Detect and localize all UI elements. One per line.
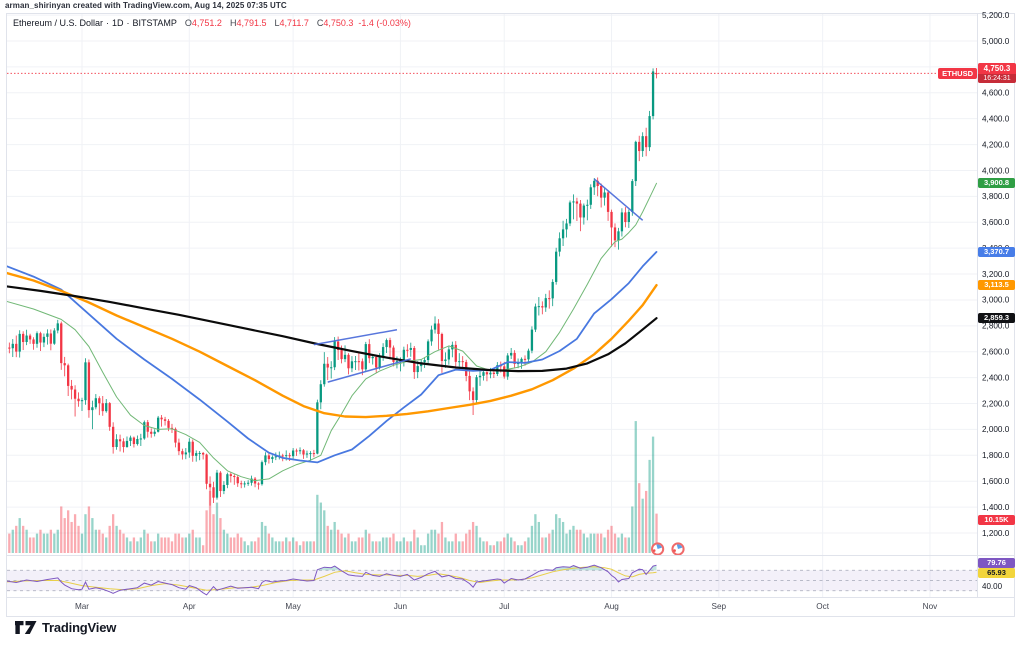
open-value: 4,751.2 bbox=[191, 18, 222, 28]
sticker-icon[interactable] bbox=[650, 542, 665, 556]
tradingview-logo[interactable]: TradingView bbox=[15, 620, 116, 635]
legend-separator: · bbox=[126, 18, 130, 28]
price-tick-label: 2,600.0 bbox=[982, 348, 1010, 357]
ma20-price-tag: 3,900.8 bbox=[978, 178, 1015, 189]
bar-countdown: 16:24:31 bbox=[978, 74, 1016, 84]
rsi-signal-tag: 65.93 bbox=[978, 568, 1015, 579]
timeframe-label: 1D bbox=[112, 18, 124, 28]
ma200-price-tag: 2,859.3 bbox=[978, 313, 1015, 324]
time-axis[interactable]: Mar Apr May Jun Jul Aug Sep Oct Nov bbox=[75, 602, 938, 611]
price-tick-label: 1,200.0 bbox=[982, 529, 1010, 538]
symbol-title: Ethereum / U.S. Dollar bbox=[13, 18, 104, 28]
high-label: H bbox=[229, 18, 237, 28]
last-price-value: 4,750.3 bbox=[983, 64, 1011, 74]
price-tick-label: 2,800.0 bbox=[982, 322, 1010, 331]
rsi-axis-tick: 40.00 bbox=[982, 581, 1003, 591]
price-tick-label: 5,200.0 bbox=[982, 11, 1010, 20]
candles-layer[interactable] bbox=[5, 67, 658, 506]
legend-separator: · bbox=[106, 18, 110, 28]
trendline-drawing[interactable] bbox=[313, 328, 398, 346]
rsi-value-tag: 79.76 bbox=[978, 558, 1015, 569]
price-tick-label: 2,400.0 bbox=[982, 373, 1010, 382]
price-tick-label: 1,800.0 bbox=[982, 451, 1010, 460]
sticker-icon[interactable] bbox=[671, 542, 685, 556]
price-tick-label: 4,200.0 bbox=[982, 140, 1010, 149]
month-label: Jul bbox=[499, 602, 510, 611]
rsi-pane[interactable] bbox=[6, 564, 977, 596]
rsi-line bbox=[7, 564, 657, 596]
tradingview-logo-icon bbox=[15, 620, 37, 634]
tradingview-logo-text: TradingView bbox=[42, 620, 117, 635]
price-tick-label: 3,800.0 bbox=[982, 192, 1010, 201]
ma100-line bbox=[7, 271, 658, 419]
price-tick-label: 4,600.0 bbox=[982, 89, 1010, 98]
last-price-tag: 4,750.3 16:24:31 bbox=[978, 63, 1016, 84]
trendline-drawing[interactable] bbox=[327, 358, 411, 383]
exchange-label: BITSTAMP bbox=[132, 18, 177, 28]
grid-layer bbox=[7, 14, 977, 597]
change-value: -1.4 (-0.03%) bbox=[358, 18, 411, 28]
chart-legend[interactable]: Ethereum / U.S. Dollar · 1D · BITSTAMP O4,751… bbox=[13, 18, 411, 28]
price-tick-label: 2,200.0 bbox=[982, 399, 1010, 408]
attribution-text: arman_shirinyan created with TradingView… bbox=[5, 1, 287, 10]
month-label: Oct bbox=[816, 602, 829, 611]
ma100-price-tag: 3,113.5 bbox=[978, 280, 1015, 291]
volume-tag: 10.15K bbox=[978, 514, 1015, 525]
ma20-line bbox=[7, 182, 657, 482]
price-tick-label: 3,200.0 bbox=[982, 270, 1010, 279]
price-tick-label: 4,400.0 bbox=[982, 114, 1010, 123]
close-value: 4,750.3 bbox=[323, 18, 354, 28]
month-label: Jun bbox=[394, 602, 408, 611]
month-label: Apr bbox=[183, 602, 196, 611]
price-tick-label: 3,000.0 bbox=[982, 296, 1010, 305]
low-label: L bbox=[274, 18, 280, 28]
month-label: Aug bbox=[604, 602, 619, 611]
rsi-overbought-fill bbox=[649, 565, 657, 571]
volume-layer[interactable] bbox=[5, 421, 658, 553]
month-label: May bbox=[285, 602, 301, 611]
price-tick-label: 4,000.0 bbox=[982, 166, 1010, 175]
price-tick-label: 3,600.0 bbox=[982, 218, 1010, 227]
month-label: Sep bbox=[712, 602, 727, 611]
low-value: 4,711.7 bbox=[279, 18, 309, 28]
open-label: O bbox=[184, 18, 192, 28]
month-label: Nov bbox=[923, 602, 938, 611]
price-tick-label: 2,000.0 bbox=[982, 425, 1010, 434]
price-tick-label: 5,000.0 bbox=[982, 37, 1010, 46]
trendline-drawings[interactable] bbox=[313, 178, 644, 383]
price-tick-label: 1,400.0 bbox=[982, 503, 1010, 512]
symbol-price-tag: ETHUSD bbox=[938, 67, 977, 79]
high-value: 4,791.5 bbox=[236, 18, 267, 28]
close-label: C bbox=[316, 18, 324, 28]
price-tick-label: 1,600.0 bbox=[982, 477, 1010, 486]
ma50-line bbox=[7, 251, 658, 464]
rsi-overbought-fill bbox=[317, 566, 341, 571]
ma50-price-tag: 3,370.7 bbox=[978, 246, 1015, 257]
month-label: Mar bbox=[75, 602, 89, 611]
trendline-drawing[interactable] bbox=[593, 178, 644, 221]
price-axis[interactable]: 5,200.05,000.04,800.04,600.04,400.04,200… bbox=[982, 11, 1010, 538]
ma200-line bbox=[7, 285, 658, 373]
moving-averages-layer bbox=[7, 182, 658, 482]
